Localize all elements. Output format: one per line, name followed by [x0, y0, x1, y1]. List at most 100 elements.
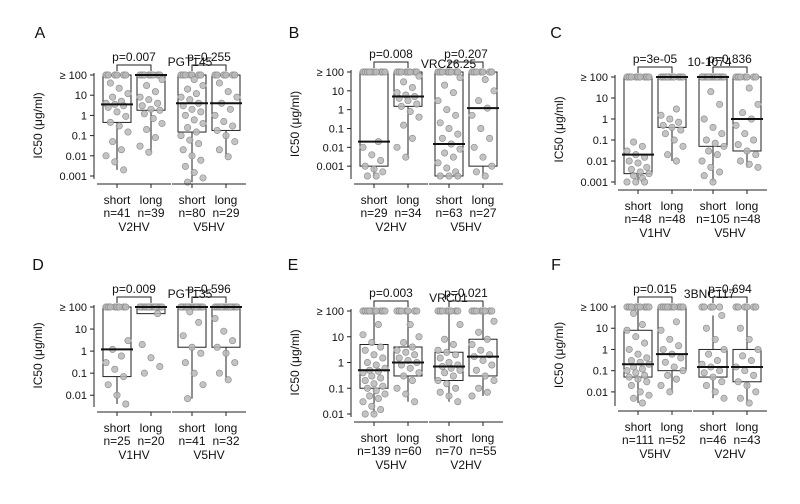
y-tick-label: 0.1: [593, 366, 608, 378]
data-point: [664, 371, 672, 379]
data-point: [645, 303, 653, 311]
data-point: [149, 115, 157, 123]
y-tick-label: 0.001: [316, 161, 344, 173]
data-point: [151, 134, 159, 142]
data-point: [377, 374, 385, 382]
data-point: [716, 168, 724, 176]
y-tick-label: 10: [596, 93, 608, 105]
significance-bracket: [712, 66, 748, 73]
data-point: [402, 390, 410, 398]
data-point: [481, 307, 489, 315]
data-point: [452, 351, 460, 359]
n-label: n=43: [733, 433, 760, 447]
data-point: [449, 372, 457, 380]
data-point: [211, 111, 219, 119]
n-label: n=48: [624, 212, 651, 226]
data-point: [718, 311, 726, 319]
p-value-label: p=0.015: [633, 282, 677, 296]
data-point: [638, 142, 646, 150]
data-point: [734, 378, 742, 386]
n-label: n=70: [435, 444, 462, 458]
data-point: [743, 303, 751, 311]
data-point: [415, 113, 423, 121]
data-point: [379, 354, 387, 362]
y-tick-label: 1: [81, 110, 87, 122]
n-label: n=60: [394, 444, 421, 458]
data-point: [434, 97, 442, 105]
data-point: [675, 118, 683, 126]
data-point: [736, 324, 744, 332]
data-point: [188, 105, 196, 113]
n-label: n=63: [435, 206, 462, 220]
data-point: [359, 331, 367, 339]
y-axis-label: IC50 (μg/ml): [552, 96, 566, 162]
data-point: [397, 102, 405, 110]
data-point: [752, 388, 760, 396]
data-point: [102, 152, 110, 160]
data-point: [381, 307, 389, 315]
p-value-label: p=0.596: [187, 282, 231, 296]
data-point: [117, 146, 125, 154]
data-point: [679, 142, 687, 150]
data-point: [661, 130, 669, 138]
data-point: [211, 315, 219, 323]
data-point: [122, 303, 130, 311]
category-label: long: [215, 421, 238, 435]
data-point: [379, 382, 387, 390]
data-point: [754, 163, 762, 171]
data-point: [434, 159, 442, 167]
data-point: [377, 405, 385, 413]
data-point: [220, 117, 228, 125]
data-point: [657, 111, 665, 119]
data-point: [372, 68, 380, 76]
data-point: [136, 142, 144, 150]
data-point: [452, 111, 460, 119]
data-point: [441, 81, 449, 89]
n-label: n=105: [696, 212, 730, 226]
data-point: [413, 307, 421, 315]
data-point: [657, 326, 665, 334]
data-point: [716, 367, 724, 375]
data-point: [452, 384, 460, 392]
data-point: [397, 68, 405, 76]
data-point: [632, 369, 640, 377]
data-point: [741, 367, 749, 375]
data-point: [627, 165, 635, 173]
data-point: [634, 159, 642, 167]
data-point: [213, 71, 221, 79]
data-point: [752, 73, 760, 81]
data-point: [636, 388, 644, 396]
data-point: [366, 68, 374, 76]
data-point: [449, 89, 457, 97]
data-point: [199, 119, 207, 127]
data-point: [199, 174, 207, 182]
p-value-label: p=0.694: [708, 282, 752, 296]
data-point: [197, 156, 205, 164]
n-label: n=55: [469, 444, 496, 458]
data-point: [436, 172, 444, 180]
data-point: [447, 68, 455, 76]
data-point: [630, 309, 638, 317]
data-point: [140, 369, 148, 377]
box: [468, 71, 498, 167]
data-point: [415, 369, 423, 377]
data-point: [623, 367, 631, 375]
data-point: [113, 71, 121, 79]
data-point: [490, 87, 498, 95]
category-label: short: [625, 420, 652, 434]
data-point: [645, 170, 653, 178]
y-tick-label: ≥ 100: [317, 306, 344, 318]
data-point: [475, 328, 483, 336]
data-point: [197, 108, 205, 116]
data-point: [372, 387, 380, 395]
data-point: [486, 134, 494, 142]
data-point: [481, 372, 489, 380]
data-point: [406, 320, 414, 328]
data-point: [222, 132, 230, 140]
data-point: [113, 391, 121, 399]
significance-bracket: [191, 296, 227, 303]
data-point: [184, 395, 192, 403]
n-label: n=111: [622, 433, 654, 447]
data-point: [224, 88, 232, 96]
panel-letter: A: [35, 25, 46, 42]
